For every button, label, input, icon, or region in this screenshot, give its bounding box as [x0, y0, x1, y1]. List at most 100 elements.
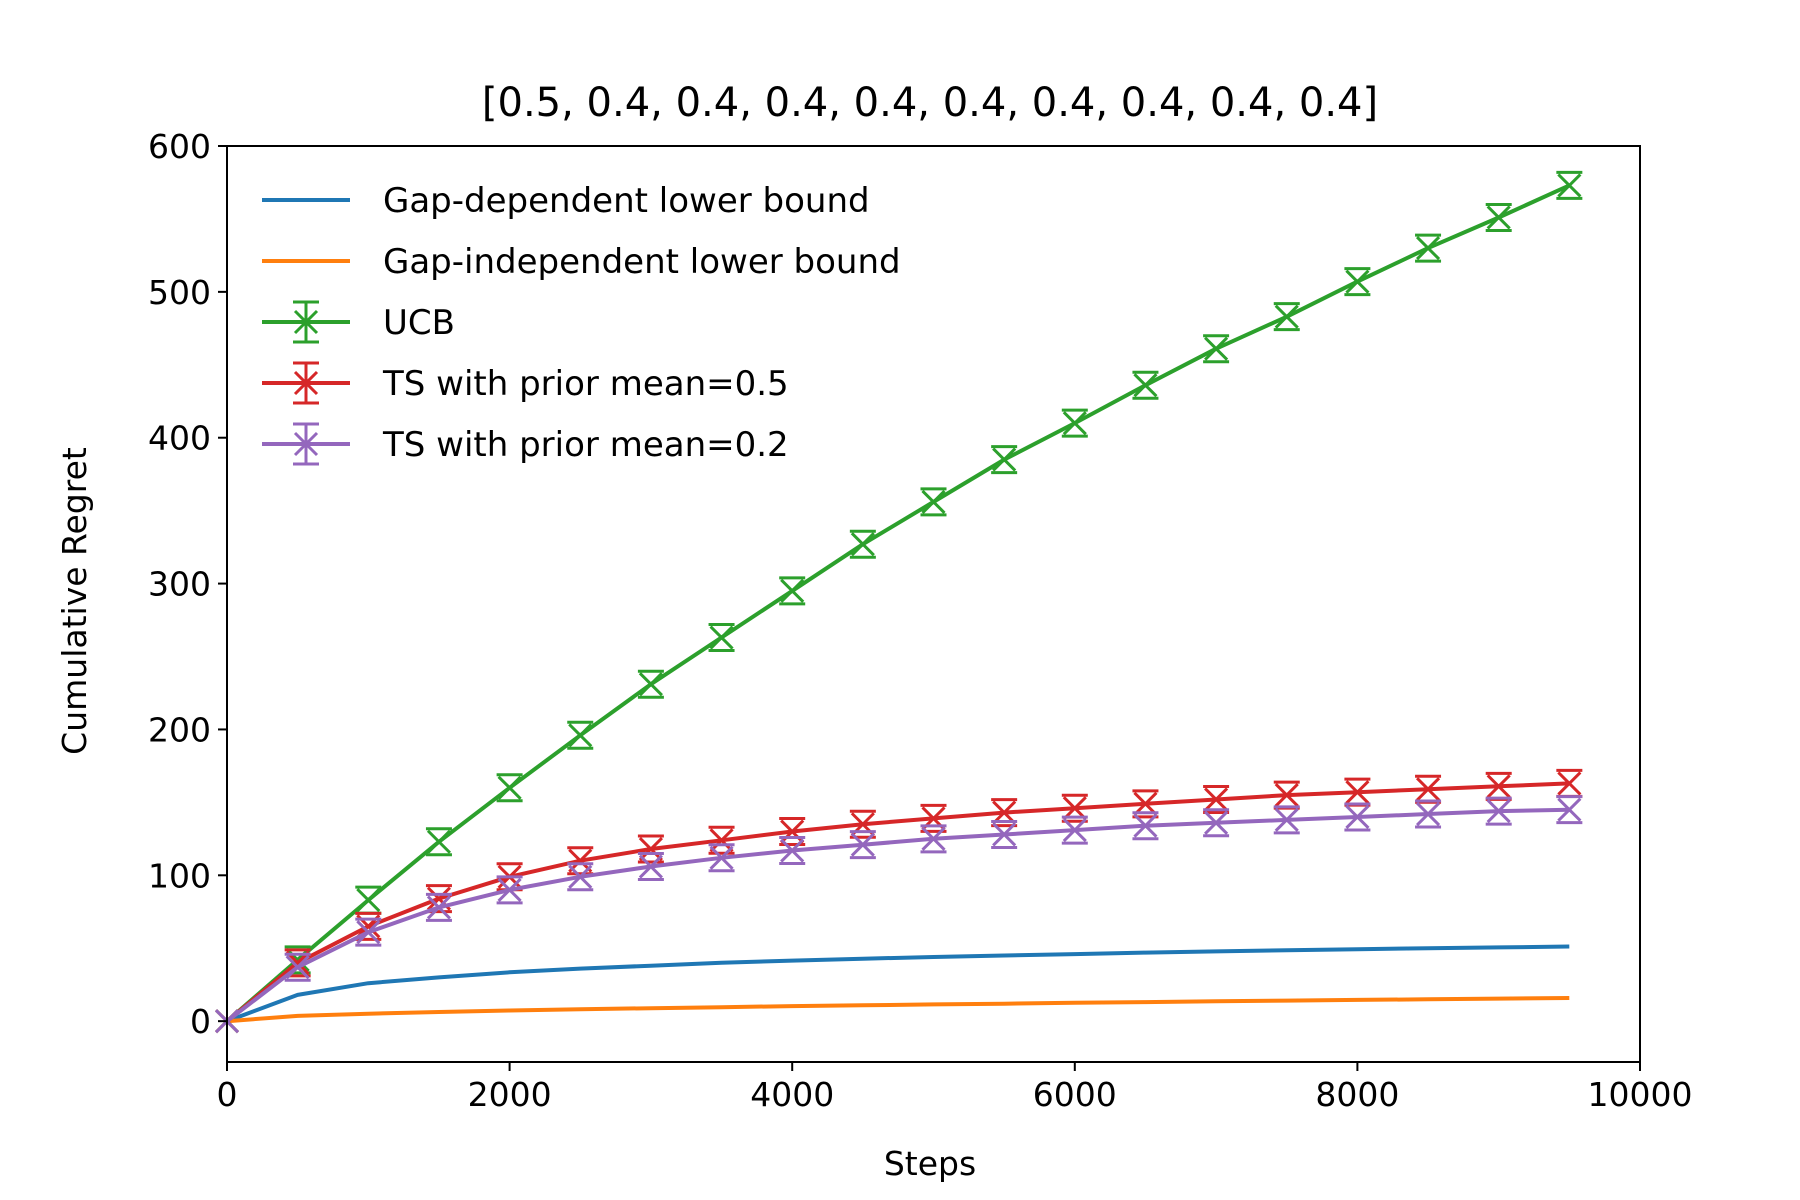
series-5-point-4	[425, 892, 452, 922]
series-5-point-17	[1344, 802, 1371, 832]
marker-x-stroke	[285, 955, 310, 980]
y-tick-label: 500	[148, 273, 211, 312]
marker-x-stroke	[426, 895, 452, 920]
series-line-1	[226, 944, 1570, 1024]
x-tick-label: 4000	[750, 1075, 834, 1114]
marker-x-stroke	[1133, 791, 1158, 816]
y-tick-label: 400	[148, 419, 211, 458]
marker-x-stroke	[1557, 797, 1582, 822]
x-axis-label: Steps	[884, 1144, 976, 1183]
series-5-point-18	[1415, 799, 1442, 829]
marker-x-stroke	[992, 822, 1017, 847]
marker-x-stroke	[497, 877, 522, 902]
series-5-point-6	[567, 862, 594, 892]
series-4-point-8	[708, 825, 735, 855]
series-line-3	[225, 183, 1571, 1023]
marker-x-stroke	[356, 888, 381, 913]
marker-x-stroke	[1062, 796, 1087, 821]
series-3-point-18	[1415, 233, 1442, 263]
marker-x-stroke	[1274, 807, 1299, 832]
series-3-point-4	[425, 827, 452, 857]
series-5-point-16	[1273, 805, 1300, 835]
y-tick-label: 300	[148, 565, 211, 604]
marker-x-stroke	[1204, 810, 1229, 835]
series-5-point-20	[1556, 795, 1583, 825]
marker-x-stroke	[992, 447, 1017, 472]
marker-x-stroke	[780, 578, 805, 603]
series-3-point-13	[1061, 408, 1088, 438]
axes: 0 2000 4000 6000 8000 10000 0 100 200 300 400 500 60…	[148, 127, 1692, 1114]
marker-x-stroke	[992, 800, 1017, 825]
y-tick-label: 0	[190, 1002, 211, 1041]
series-3-point-19	[1485, 202, 1512, 232]
series-3-point-16	[1273, 302, 1300, 332]
marker-x-stroke	[1204, 787, 1229, 812]
axes-frame	[226, 145, 1641, 1063]
marker-x-stroke	[1274, 304, 1299, 329]
series-line-5	[225, 807, 1570, 1023]
marker-x-stroke	[1486, 799, 1511, 824]
series-4-point-7	[637, 834, 664, 864]
series-5-point-19	[1485, 796, 1512, 826]
series-5-point-13	[1061, 815, 1088, 845]
marker-x-stroke	[1486, 774, 1511, 799]
marker-x-stroke	[1062, 411, 1087, 436]
marker-x-stroke	[1415, 801, 1441, 827]
marker-x-stroke	[709, 828, 734, 853]
series-3-point-5	[496, 773, 523, 803]
marker-x-stroke	[850, 832, 875, 857]
x-tick-label: 8000	[1315, 1075, 1399, 1114]
marker-x-stroke	[426, 829, 452, 854]
marker-x-stroke	[568, 864, 593, 889]
legend-item-4: TS with prior mean=0.5	[262, 361, 789, 405]
marker-x-stroke	[1062, 818, 1087, 843]
series-3-point-6	[567, 720, 594, 750]
series-3-point-14	[1132, 370, 1159, 400]
series-5-point-8	[708, 843, 735, 873]
marker-x-stroke	[1274, 783, 1299, 808]
series-3-point-11	[920, 487, 947, 517]
marker-x-stroke	[921, 826, 946, 851]
marker-x-stroke	[568, 723, 593, 748]
marker-x-stroke	[497, 775, 522, 800]
series-5-point-12	[991, 819, 1018, 849]
series-5-point-11	[920, 824, 947, 854]
legend-label: UCB	[383, 303, 455, 343]
marker-x-stroke	[1345, 780, 1370, 805]
series-3-point-12	[991, 445, 1018, 475]
y-tick-label: 600	[148, 127, 211, 166]
series-3-point-10	[849, 529, 876, 559]
series-3-point-15	[1203, 334, 1230, 364]
y-axis-label: Cumulative Regret	[55, 447, 94, 755]
marker-x-stroke	[850, 532, 875, 557]
marker-x-stroke	[638, 672, 663, 697]
legend-label: TS with prior mean=0.2	[382, 425, 789, 465]
marker-x-stroke	[1415, 777, 1441, 802]
y-tick-label: 200	[148, 710, 211, 749]
series-5-point-7	[637, 852, 664, 882]
x-tick-label: 10000	[1588, 1075, 1693, 1114]
legend-label: Gap-dependent lower bound	[383, 181, 870, 221]
marker-x-stroke	[1557, 173, 1582, 198]
series-5-point-10	[849, 830, 876, 860]
marker-x-stroke	[709, 845, 734, 870]
series-3-point-7	[637, 669, 664, 699]
series-3-point-8	[708, 623, 735, 653]
marker-x-stroke	[1133, 813, 1158, 838]
marker-x-stroke	[638, 836, 663, 862]
legend: Gap-dependent lower bound Gap-independent…	[262, 181, 901, 466]
marker-x-stroke	[921, 489, 946, 514]
marker-x-stroke	[638, 854, 663, 879]
x-tick-label: 6000	[1033, 1075, 1117, 1114]
marker-x-stroke	[1204, 336, 1229, 361]
legend-item-2: Gap-independent lower bound	[262, 242, 901, 282]
marker-x-stroke	[709, 625, 734, 650]
series-5-point-2	[284, 952, 311, 982]
series-5-point-15	[1203, 808, 1230, 838]
legend-label: Gap-independent lower bound	[383, 242, 901, 282]
series-5-point-14	[1132, 811, 1159, 841]
series-3-point-9	[779, 576, 806, 606]
series-4-point-14	[1132, 789, 1159, 819]
